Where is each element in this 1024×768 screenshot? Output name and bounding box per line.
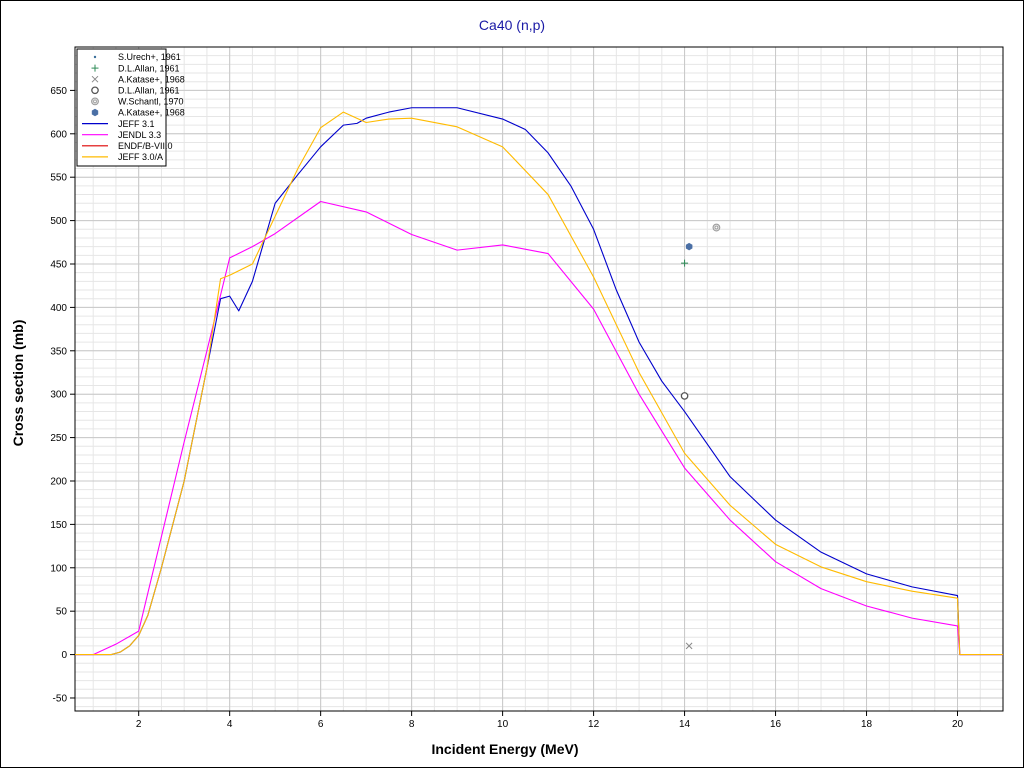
data-point-9-0 — [685, 242, 693, 251]
chart-title: Ca40 (n,p) — [479, 17, 545, 33]
x-tick-label: 12 — [588, 719, 600, 730]
legend-label: S.Urech+, 1961 — [118, 52, 181, 62]
series-layer — [75, 107, 1003, 656]
x-tick-label: 18 — [861, 719, 873, 730]
legend-label: A.Katase+, 1968 — [118, 74, 185, 84]
legend-swatch — [91, 64, 99, 72]
data-point-6-0 — [685, 642, 693, 650]
y-tick-label: 350 — [50, 346, 67, 357]
y-tick-label: 600 — [50, 129, 67, 140]
legend-swatch — [91, 86, 99, 95]
y-tick-label: 0 — [61, 650, 67, 661]
y-tick-label: 450 — [50, 259, 67, 270]
data-point-8-0 — [712, 223, 721, 232]
legend-item: D.L.Allan, 1961 — [91, 63, 180, 73]
legend-swatch — [91, 75, 99, 83]
y-tick-label: 400 — [50, 303, 67, 314]
x-tick-label: 20 — [952, 719, 964, 730]
x-tick-label: 14 — [679, 719, 691, 730]
tick-labels: 2 4 6 8 10 12 14 16 18 20 -50 0 50 100 150 200 250 300 350… — [50, 86, 963, 730]
legend-item: JENDL 3.3 — [82, 130, 161, 140]
legend-item: S.Urech+, 1961 — [93, 52, 181, 62]
legend-swatch — [91, 97, 99, 106]
axis-ticks — [70, 89, 959, 716]
y-tick-label: 300 — [50, 390, 67, 401]
y-tick-label: 100 — [50, 563, 67, 574]
y-tick-label: 500 — [50, 216, 67, 227]
series-line-3 — [75, 111, 1003, 656]
y-tick-label: 250 — [50, 433, 67, 444]
legend-item: JEFF 3.0/A — [82, 152, 163, 162]
y-tick-label: 150 — [50, 520, 67, 531]
legend-label: D.L.Allan, 1961 — [118, 86, 180, 96]
legend-swatch — [93, 55, 97, 59]
series-line-1 — [75, 200, 1003, 656]
legend-label: W.Schantl, 1970 — [118, 97, 184, 107]
legend-item: D.L.Allan, 1961 — [91, 86, 180, 96]
plot-area — [74, 46, 1004, 712]
x-tick-label: 6 — [318, 719, 324, 730]
x-tick-label: 16 — [770, 719, 782, 730]
legend-item: A.Katase+, 1968 — [91, 108, 185, 118]
y-axis-label: Cross section (mb) — [10, 320, 26, 447]
legend-item: A.Katase+, 1968 — [91, 74, 185, 84]
data-point-5-0 — [681, 259, 689, 267]
major-grid — [75, 47, 1003, 711]
data-point-7-0 — [680, 392, 689, 400]
x-tick-label: 4 — [227, 719, 233, 730]
legend-label: A.Katase+, 1968 — [118, 108, 185, 118]
legend-item: ENDF/B-VII.0 — [82, 141, 173, 151]
x-axis-label: Incident Energy (MeV) — [431, 741, 578, 757]
y-tick-label: 550 — [50, 173, 67, 184]
x-tick-label: 2 — [136, 719, 142, 730]
y-tick-label: 50 — [56, 607, 68, 618]
y-tick-label: 650 — [50, 86, 67, 97]
legend-label: D.L.Allan, 1961 — [118, 63, 180, 73]
x-tick-label: 8 — [409, 719, 415, 730]
legend-label: JEFF 3.1 — [118, 119, 155, 129]
legend-label: JEFF 3.0/A — [118, 152, 163, 162]
series-line-0 — [75, 107, 1003, 656]
legend-label: JENDL 3.3 — [118, 130, 161, 140]
legend-item: W.Schantl, 1970 — [91, 97, 184, 107]
legend-label: ENDF/B-VII.0 — [118, 141, 173, 151]
legend-item: JEFF 3.1 — [82, 119, 155, 129]
y-tick-label: 200 — [50, 476, 67, 487]
legend-swatch — [91, 108, 99, 117]
x-tick-label: 10 — [497, 719, 509, 730]
y-tick-label: -50 — [53, 693, 68, 704]
